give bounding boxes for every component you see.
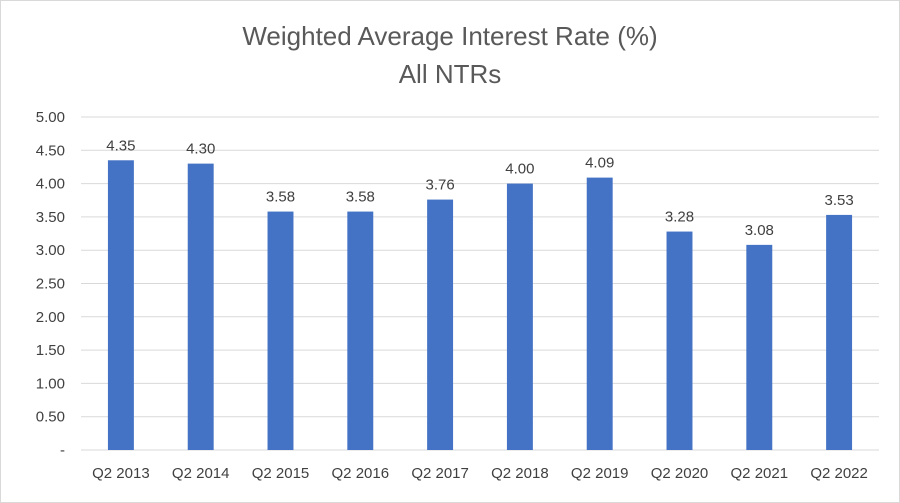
bar xyxy=(746,244,773,450)
y-tick-label: 5.00 xyxy=(36,109,65,126)
bar xyxy=(586,177,613,450)
chart-subtitle: All NTRs xyxy=(399,59,502,89)
y-tick-label: 3.50 xyxy=(36,209,65,226)
y-tick-label: 4.50 xyxy=(36,142,65,159)
bar xyxy=(826,214,853,450)
y-tick-label: - xyxy=(60,442,65,459)
bar xyxy=(267,211,294,450)
bar xyxy=(187,163,214,450)
y-tick-label: 1.50 xyxy=(36,342,65,359)
data-label: 3.58 xyxy=(266,189,295,206)
bar xyxy=(107,160,134,451)
data-label: 3.28 xyxy=(665,209,694,226)
data-labels: 4.35 4.30 3.58 3.58 3.76 4.00 4.09 3.28 3.08 3.53 xyxy=(106,137,853,239)
gridlines xyxy=(81,116,879,451)
x-tick-label: Q2 2017 xyxy=(411,465,469,482)
data-label: 3.76 xyxy=(425,177,454,194)
data-label: 4.00 xyxy=(505,161,534,178)
x-tick-label: Q2 2019 xyxy=(571,465,629,482)
bar xyxy=(427,199,454,450)
x-tick-label: Q2 2013 xyxy=(92,465,150,482)
data-label: 3.53 xyxy=(824,192,853,209)
x-tick-label: Q2 2021 xyxy=(731,465,789,482)
y-tick-label: 3.00 xyxy=(36,242,65,259)
x-tick-label: Q2 2015 xyxy=(252,465,310,482)
data-label: 3.08 xyxy=(745,222,774,239)
y-tick-label: 2.50 xyxy=(36,276,65,293)
y-tick-label: 2.00 xyxy=(36,309,65,326)
data-label: 4.35 xyxy=(106,137,135,154)
x-tick-label: Q2 2014 xyxy=(172,465,230,482)
y-tick-label: 1.00 xyxy=(36,375,65,392)
chart-title: Weighted Average Interest Rate (%) xyxy=(242,21,657,51)
bars xyxy=(107,160,853,451)
x-tick-label: Q2 2022 xyxy=(810,465,868,482)
x-tick-label: Q2 2016 xyxy=(332,465,390,482)
bar xyxy=(347,211,374,450)
y-tick-label: 4.00 xyxy=(36,176,65,193)
x-tick-label: Q2 2020 xyxy=(651,465,709,482)
x-axis-tick-labels: Q2 2013 Q2 2014 Q2 2015 Q2 2016 Q2 2017 Q2 20… xyxy=(92,465,868,482)
x-tick-label: Q2 2018 xyxy=(491,465,549,482)
y-axis-tick-labels: - 0.50 1.00 1.50 2.00 2.50 3.00 3.50 4.00 4.50 5.0… xyxy=(36,109,65,459)
data-label: 4.09 xyxy=(585,155,614,172)
bar xyxy=(666,231,693,450)
data-label: 4.30 xyxy=(186,141,215,158)
data-label: 3.58 xyxy=(346,189,375,206)
y-tick-label: 0.50 xyxy=(36,409,65,426)
bar xyxy=(506,183,533,450)
